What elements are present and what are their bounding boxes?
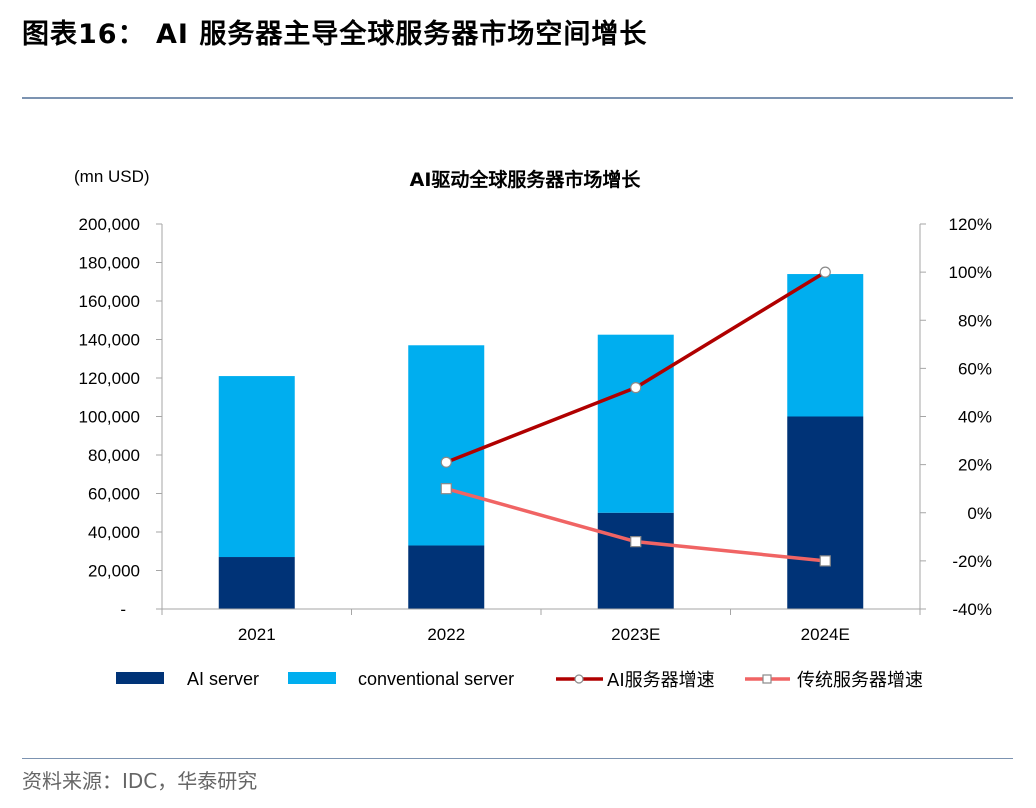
bottom-divider	[22, 758, 1013, 759]
conventional-growth-marker	[819, 555, 831, 567]
legend-swatch-conventional-server	[288, 672, 336, 684]
bars-layer	[218, 274, 864, 609]
y-tick-label: 80,000	[88, 446, 140, 465]
y-tick-label: 20,000	[88, 562, 140, 581]
top-divider	[22, 97, 1013, 99]
bar-ai-server-2022	[408, 545, 485, 609]
lines-layer	[440, 266, 831, 567]
y2-tick-label: 100%	[949, 263, 992, 282]
ai-growth-marker	[819, 266, 831, 278]
y2-tick-label: 80%	[958, 311, 992, 330]
x-tick-label: 2021	[238, 625, 276, 644]
y2-tick-label: 60%	[958, 359, 992, 378]
bar-conventional-server-2024E	[787, 274, 864, 417]
bar-conventional-server-2022	[408, 345, 485, 546]
y-tick-label: 60,000	[88, 485, 140, 504]
y-tick-label: 160,000	[79, 292, 140, 311]
y2-tick-label: 20%	[958, 456, 992, 475]
legend-swatch-ai-server	[116, 672, 164, 684]
y-axis-unit-label: (mn USD)	[74, 167, 150, 186]
y2-tick-label: 40%	[958, 408, 992, 427]
y2-tick-label: -20%	[952, 552, 992, 571]
y-tick-label: 100,000	[79, 408, 140, 427]
ai-growth-marker	[440, 456, 452, 468]
y-tick-label: 120,000	[79, 369, 140, 388]
bar-ai-server-2023E	[597, 512, 674, 609]
y-tick-label: 180,000	[79, 254, 140, 273]
legend: AI server conventional server AI服务器增速 传统服务器…	[116, 669, 923, 691]
legend-label-ai-growth: AI服务器增速	[607, 670, 715, 691]
bar-ai-server-2021	[218, 557, 295, 609]
legend-marker-ai-growth	[574, 674, 584, 684]
figure-title: 图表16： AI 服务器主导全球服务器市场空间增长	[22, 19, 648, 50]
x-tick-label: 2022	[427, 625, 465, 644]
bar-conventional-server-2023E	[597, 334, 674, 513]
legend-label-conventional-server: conventional server	[358, 669, 514, 689]
bar-ai-server-2024E	[787, 416, 864, 609]
y-tick-label: 140,000	[79, 331, 140, 350]
legend-marker-conventional-growth	[762, 674, 772, 684]
y2-tick-label: 120%	[949, 215, 992, 234]
x-tick-label: 2023E	[611, 625, 660, 644]
axes-layer: - 20,000 40,000 60,000 80,000 100,000 120,000 1…	[79, 215, 992, 644]
y2-tick-label: 0%	[967, 504, 992, 523]
x-tick-label: 2024E	[801, 625, 850, 644]
chart-title: AI驱动全球服务器市场增长	[410, 168, 642, 191]
bar-conventional-server-2021	[218, 376, 295, 558]
conventional-growth-marker	[440, 483, 452, 495]
source-note: 资料来源：IDC，华泰研究	[22, 769, 258, 793]
y-tick-label: 40,000	[88, 523, 140, 542]
y-tick-label: 200,000	[79, 215, 140, 234]
y2-tick-label: -40%	[952, 600, 992, 619]
ai-growth-marker	[630, 382, 642, 394]
conventional-growth-marker	[630, 536, 642, 548]
legend-label-ai-server: AI server	[187, 669, 259, 689]
y-tick-label: -	[120, 600, 126, 619]
legend-label-conventional-growth: 传统服务器增速	[797, 670, 923, 691]
